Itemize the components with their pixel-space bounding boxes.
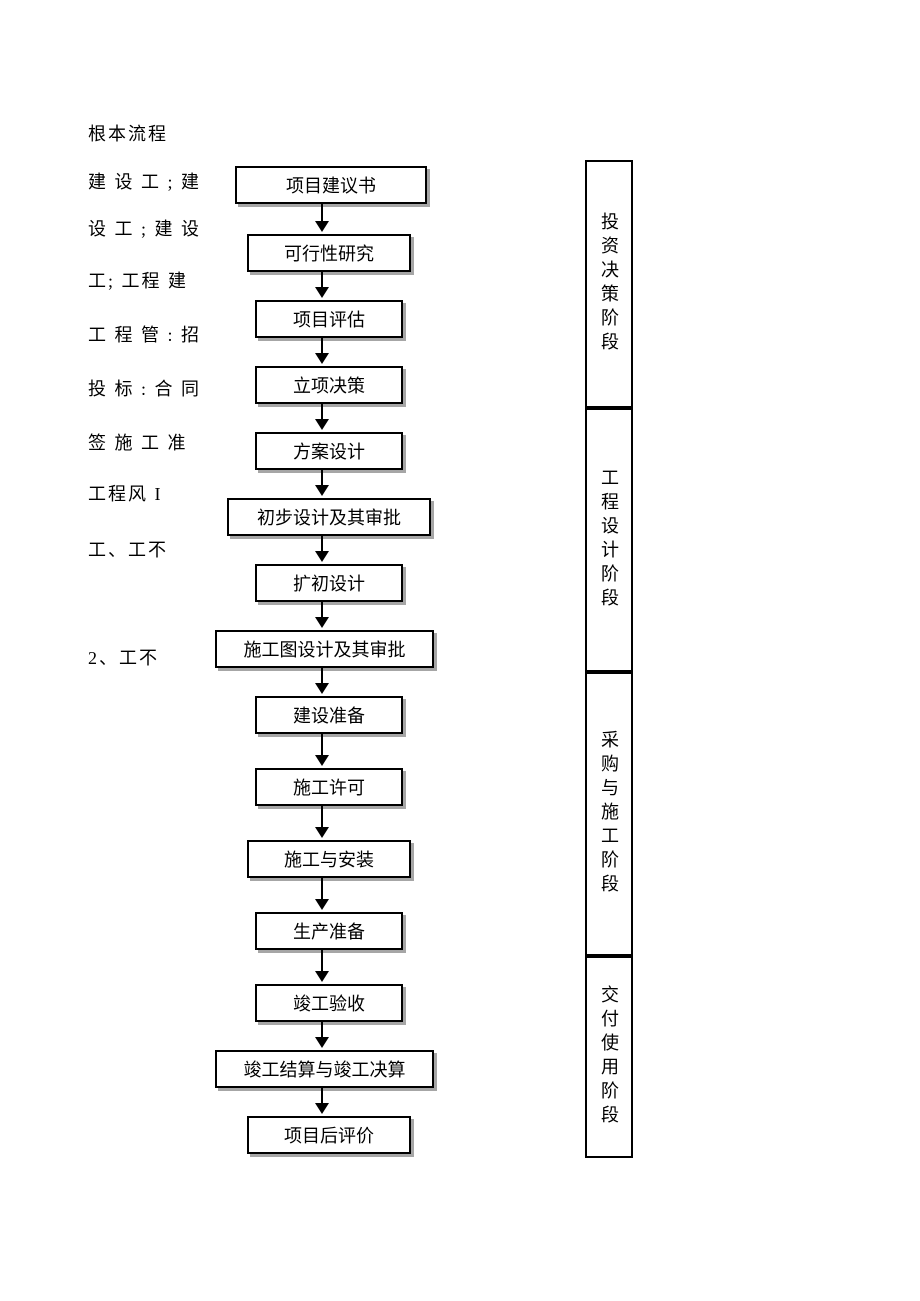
flow-arrow <box>315 600 329 628</box>
phase-label: 交付使用阶段 <box>596 985 622 1129</box>
phase-label: 投资决策阶段 <box>596 212 622 356</box>
flow-arrow <box>315 534 329 562</box>
flow-node: 施工与安装 <box>247 840 411 878</box>
flow-arrow <box>315 202 329 232</box>
flow-arrow <box>315 270 329 298</box>
flow-arrow <box>315 1086 329 1114</box>
side-text-line: 工、工不 <box>88 536 168 562</box>
flow-arrow <box>315 876 329 910</box>
flow-node: 初步设计及其审批 <box>227 498 431 536</box>
side-text-line: 投 标 : 合 同 <box>88 375 201 401</box>
flow-arrow <box>315 336 329 364</box>
flow-node: 可行性研究 <box>247 234 411 272</box>
flow-node: 建设准备 <box>255 696 403 734</box>
flow-arrow <box>315 402 329 430</box>
flow-node: 方案设计 <box>255 432 403 470</box>
flow-arrow <box>315 468 329 496</box>
flow-node: 竣工验收 <box>255 984 403 1022</box>
flow-arrow <box>315 732 329 766</box>
flow-node: 施工图设计及其审批 <box>215 630 434 668</box>
phase-box: 交付使用阶段 <box>585 956 633 1158</box>
phase-label: 工程设计阶段 <box>596 468 622 612</box>
flow-node: 立项决策 <box>255 366 403 404</box>
page-title: 根本流程 <box>88 120 168 146</box>
flow-node: 项目评估 <box>255 300 403 338</box>
flow-node: 竣工结算与竣工决算 <box>215 1050 434 1088</box>
flow-node: 项目后评价 <box>247 1116 411 1154</box>
phase-box: 投资决策阶段 <box>585 160 633 408</box>
flow-node: 生产准备 <box>255 912 403 950</box>
flow-arrow <box>315 1020 329 1048</box>
phase-box: 工程设计阶段 <box>585 408 633 672</box>
page: 根本流程 建 设 工 ; 建设 工 ; 建 设工; 工程 建工 程 管 : 招投… <box>0 0 920 1301</box>
side-text-line: 建 设 工 ; 建 <box>88 168 201 194</box>
flowchart: 项目建议书可行性研究项目评估立项决策方案设计初步设计及其审批扩初设计施工图设计及… <box>215 160 669 1160</box>
side-text-line: 工; 工程 建 <box>88 267 188 293</box>
flow-arrow <box>315 948 329 982</box>
side-text-line: 工 程 管 : 招 <box>88 321 201 347</box>
flow-node: 项目建议书 <box>235 166 427 204</box>
flow-arrow <box>315 666 329 694</box>
side-text-line: 2、工不 <box>88 644 159 670</box>
side-text-line: 设 工 ; 建 设 <box>88 215 201 241</box>
phase-label: 采购与施工阶段 <box>596 730 622 898</box>
side-text-line: 签 施 工 准 <box>88 429 188 455</box>
phase-box: 采购与施工阶段 <box>585 672 633 956</box>
flow-node: 施工许可 <box>255 768 403 806</box>
flow-arrow <box>315 804 329 838</box>
flow-node: 扩初设计 <box>255 564 403 602</box>
side-text-line: 工程风 I <box>88 480 163 506</box>
